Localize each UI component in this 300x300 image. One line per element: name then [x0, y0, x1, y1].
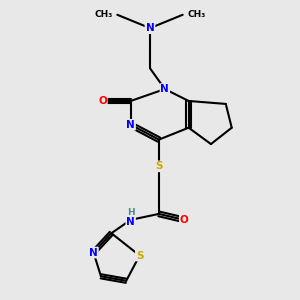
Text: N: N: [126, 217, 135, 227]
Text: O: O: [98, 96, 107, 106]
Text: O: O: [180, 215, 189, 225]
Text: S: S: [155, 161, 163, 171]
Text: N: N: [160, 84, 169, 94]
Text: S: S: [136, 250, 143, 260]
Text: N: N: [89, 248, 98, 257]
Text: CH₃: CH₃: [94, 10, 113, 19]
Text: N: N: [146, 23, 154, 33]
Text: CH₃: CH₃: [187, 10, 206, 19]
Text: H: H: [127, 208, 134, 217]
Text: N: N: [126, 120, 135, 130]
Text: N: N: [146, 23, 154, 33]
